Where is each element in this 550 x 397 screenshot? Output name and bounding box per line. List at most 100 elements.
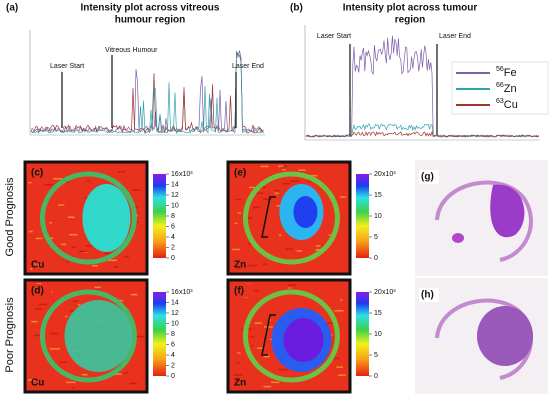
map-texture: [237, 352, 241, 354]
colorbar-multiplier: x10³: [179, 171, 193, 178]
map-texture: [131, 189, 141, 191]
colorbar-tick-label: 16: [171, 289, 179, 296]
map-texture: [237, 212, 241, 214]
map-texture: [31, 320, 38, 323]
map-texture: [338, 374, 346, 376]
panel-label: (b): [290, 3, 303, 14]
map-texture: [287, 284, 297, 286]
map-texture: [33, 334, 41, 337]
map-texture: [123, 255, 129, 258]
map-texture: [282, 182, 291, 185]
map-label: (c): [31, 168, 43, 179]
colorbar-tick-label: 20: [374, 171, 382, 178]
map-texture: [254, 322, 262, 324]
map-texture: [78, 250, 88, 253]
map-texture: [107, 259, 117, 262]
annotation: Vitreous Humour: [105, 47, 158, 54]
map-texture: [35, 264, 42, 267]
map-texture: [65, 315, 68, 318]
element-label: Cu: [31, 378, 44, 389]
map-texture: [235, 198, 242, 201]
label-bg: [419, 170, 439, 184]
colorbar-tick-label: 20: [374, 289, 382, 296]
map-texture: [72, 300, 78, 302]
colorbar-tick-label: 12: [171, 310, 179, 317]
map-texture: [28, 230, 33, 233]
map-blob: [283, 318, 324, 362]
map-texture: [263, 385, 272, 388]
map-ring: [39, 171, 137, 265]
map-texture: [281, 165, 288, 168]
map-texture: [263, 198, 272, 200]
map-texture: [53, 177, 63, 180]
map-texture: [236, 362, 241, 364]
panel-title: humour region: [115, 15, 186, 26]
map-texture: [289, 180, 300, 182]
map-texture: [263, 355, 270, 358]
trace: [305, 130, 539, 138]
colorbar-tick-label: 8: [171, 331, 175, 338]
map-texture: [260, 165, 269, 168]
map-texture: [104, 252, 111, 255]
colorbar-tick-label: 16: [171, 171, 179, 178]
element-label: Zn: [234, 378, 246, 389]
map-texture: [325, 322, 335, 324]
map-texture: [331, 357, 340, 360]
panel-title: Intensity plot across tumour: [343, 3, 478, 14]
map-texture: [232, 248, 240, 251]
map-texture: [35, 237, 43, 240]
colorbar-tick-label: 14: [171, 181, 179, 188]
map-texture: [278, 165, 284, 168]
map-texture: [274, 189, 281, 192]
map-texture: [71, 246, 76, 248]
map-texture: [248, 264, 258, 267]
colorbar-tick-label: 0: [374, 255, 378, 262]
colorbar-tick-label: 5: [374, 352, 378, 359]
label-bg: [29, 284, 51, 297]
annotation: Laser Start: [50, 63, 84, 70]
colorbar: [153, 174, 166, 258]
legend-mass: 63: [496, 98, 504, 105]
map-texture: [262, 263, 268, 265]
map-texture: [245, 328, 253, 331]
map-texture: [271, 381, 280, 384]
colorbar-multiplier: x10³: [382, 171, 396, 178]
map-texture: [255, 192, 264, 194]
map-texture: [298, 169, 306, 171]
annotation: Laser End: [439, 33, 471, 40]
colorbar-tick-label: 5: [374, 234, 378, 241]
legend-element: Fe: [504, 67, 517, 79]
map-label: (e): [234, 168, 246, 179]
map-texture: [112, 373, 122, 375]
map-label: (d): [31, 286, 44, 297]
legend-element: Cu: [504, 99, 518, 111]
map-texture: [243, 217, 253, 219]
map-texture: [28, 181, 32, 184]
map-texture: [276, 205, 281, 207]
label-bg: [419, 288, 439, 302]
map-texture: [85, 245, 94, 247]
legend-entry: 66Zn: [496, 82, 517, 95]
colorbar-tick-label: 4: [171, 234, 175, 241]
map-texture: [83, 197, 90, 199]
map-texture: [71, 386, 76, 389]
map-texture: [78, 304, 81, 306]
map-texture: [66, 381, 76, 384]
map-texture: [30, 268, 33, 270]
panel-label: (a): [6, 3, 18, 14]
colorbar-tick-label: 14: [171, 299, 179, 306]
colorbar-tick-label: 4: [171, 352, 175, 359]
map-texture: [251, 345, 254, 347]
legend-entry: 56Fe: [496, 66, 517, 79]
map-texture: [38, 303, 47, 306]
colorbar-tick-label: 10: [374, 331, 382, 338]
legend-entry: 63Cu: [496, 98, 518, 111]
tissue-arc: [435, 180, 533, 262]
map-ring: [242, 171, 340, 265]
map-texture: [61, 243, 67, 246]
map-texture: [285, 248, 294, 250]
map-texture: [136, 335, 145, 338]
map-blob: [82, 184, 131, 252]
map-label: (f): [234, 286, 244, 297]
map-texture: [280, 166, 285, 169]
